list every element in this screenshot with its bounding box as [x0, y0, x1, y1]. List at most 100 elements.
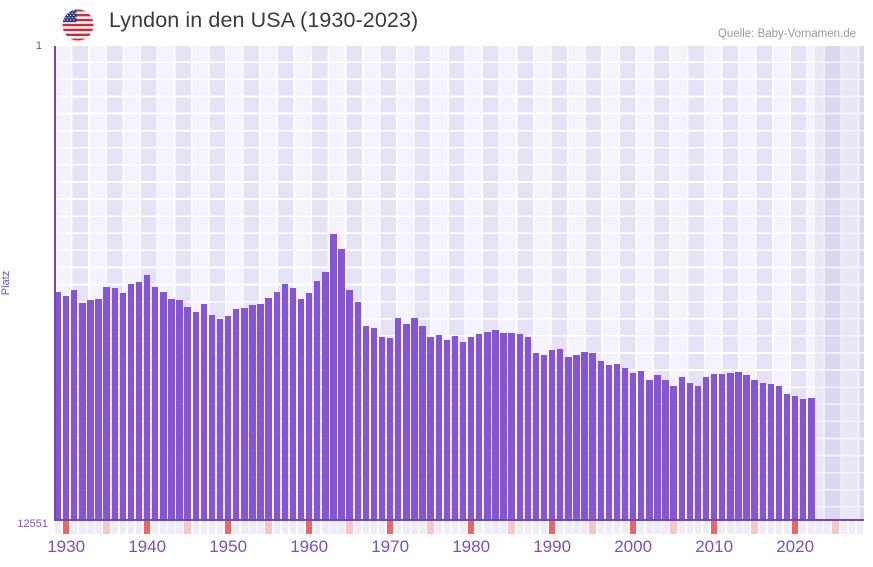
bar-1999[interactable]: [621, 368, 629, 520]
bar-1977[interactable]: [443, 340, 451, 520]
bar-1974[interactable]: [419, 326, 426, 520]
bar-1983[interactable]: [492, 330, 499, 520]
bar-1929[interactable]: [54, 292, 62, 520]
bar-1980[interactable]: [467, 337, 475, 520]
bar-1972[interactable]: [403, 324, 410, 520]
bar-2020[interactable]: [791, 396, 799, 520]
bar-2022[interactable]: [808, 398, 815, 520]
bar-1986[interactable]: [516, 334, 523, 520]
bar-1990[interactable]: [548, 350, 556, 520]
bar-1973[interactable]: [411, 318, 418, 520]
bar-1931[interactable]: [71, 290, 78, 520]
bar-1991[interactable]: [557, 349, 564, 520]
bar-1952[interactable]: [241, 308, 248, 520]
bar-2002[interactable]: [646, 380, 653, 520]
bar-2017[interactable]: [767, 384, 775, 520]
bar-2018[interactable]: [775, 386, 783, 520]
bar-1981[interactable]: [476, 334, 483, 520]
x-tick-2002: [646, 521, 653, 534]
bar-2009[interactable]: [702, 377, 710, 520]
bar-2011[interactable]: [719, 374, 726, 520]
x-tick-1989: [540, 521, 548, 534]
bar-1995[interactable]: [589, 353, 596, 520]
bar-1961[interactable]: [314, 281, 321, 520]
bar-1975[interactable]: [427, 337, 434, 520]
bar-1938[interactable]: [127, 284, 135, 520]
x-tick-1998: [613, 521, 621, 534]
bar-1950[interactable]: [224, 316, 232, 520]
bar-1968[interactable]: [370, 328, 378, 520]
x-tick-1978: [451, 521, 459, 534]
bar-2021[interactable]: [800, 399, 807, 520]
bar-1944[interactable]: [176, 300, 183, 520]
bar-2016[interactable]: [759, 383, 766, 520]
bar-1971[interactable]: [395, 318, 402, 520]
bar-2006[interactable]: [678, 377, 685, 520]
bar-1979[interactable]: [459, 342, 467, 520]
bar-1985[interactable]: [508, 333, 515, 520]
bar-1943[interactable]: [168, 299, 175, 520]
bar-1947[interactable]: [200, 304, 208, 520]
bar-1948[interactable]: [208, 315, 216, 520]
bar-1970[interactable]: [386, 338, 394, 520]
bar-1959[interactable]: [297, 299, 305, 520]
bar-1935[interactable]: [103, 287, 110, 520]
bar-1932[interactable]: [79, 303, 86, 520]
x-tick-1997: [605, 521, 613, 534]
bar-2010[interactable]: [710, 374, 718, 520]
bar-1982[interactable]: [484, 332, 491, 520]
bar-1957[interactable]: [281, 284, 289, 520]
bar-1998[interactable]: [613, 364, 621, 520]
bar-1960[interactable]: [305, 293, 313, 520]
bar-1984[interactable]: [500, 333, 507, 520]
x-tick-1973: [411, 521, 418, 534]
bar-2004[interactable]: [662, 380, 669, 520]
bar-1958[interactable]: [289, 288, 297, 520]
bar-1953[interactable]: [249, 305, 256, 520]
bar-1934[interactable]: [95, 299, 102, 520]
bar-2014[interactable]: [743, 375, 750, 520]
bar-1964[interactable]: [338, 249, 345, 520]
bar-1987[interactable]: [524, 337, 532, 520]
bar-1933[interactable]: [87, 300, 94, 520]
bar-1965[interactable]: [346, 290, 353, 520]
bar-2008[interactable]: [694, 386, 702, 520]
bar-1956[interactable]: [273, 292, 280, 520]
bar-1955[interactable]: [265, 298, 272, 520]
bar-1945[interactable]: [184, 307, 191, 520]
bar-1967[interactable]: [362, 326, 370, 520]
bar-1937[interactable]: [119, 293, 127, 520]
bar-1969[interactable]: [378, 337, 386, 520]
bar-2000[interactable]: [629, 373, 637, 520]
bar-1946[interactable]: [192, 312, 199, 520]
bar-2007[interactable]: [686, 383, 694, 520]
bar-1951[interactable]: [233, 309, 240, 520]
bar-1939[interactable]: [135, 282, 143, 520]
bar-2015[interactable]: [751, 380, 758, 520]
bar-1954[interactable]: [257, 304, 264, 520]
bar-1941[interactable]: [152, 287, 159, 520]
bar-1994[interactable]: [581, 352, 588, 520]
bar-2012[interactable]: [727, 373, 734, 520]
bar-1988[interactable]: [532, 353, 540, 520]
bar-1992[interactable]: [565, 357, 572, 520]
bar-1940[interactable]: [143, 275, 151, 520]
bar-1976[interactable]: [435, 335, 442, 520]
bar-2013[interactable]: [735, 372, 742, 520]
bar-1978[interactable]: [451, 336, 459, 520]
bar-1936[interactable]: [111, 288, 118, 520]
bar-1949[interactable]: [216, 319, 224, 520]
bar-2001[interactable]: [638, 371, 645, 520]
bar-1963[interactable]: [330, 234, 337, 520]
bar-1930[interactable]: [62, 296, 70, 520]
bar-2019[interactable]: [783, 394, 791, 520]
bar-2005[interactable]: [670, 386, 677, 520]
bar-1966[interactable]: [354, 302, 361, 520]
bar-1942[interactable]: [160, 292, 167, 520]
bar-2003[interactable]: [654, 375, 661, 520]
bar-1989[interactable]: [540, 355, 548, 520]
bar-1996[interactable]: [597, 361, 604, 520]
bar-1997[interactable]: [605, 365, 613, 520]
bar-1962[interactable]: [322, 272, 329, 520]
bar-1993[interactable]: [573, 355, 580, 520]
